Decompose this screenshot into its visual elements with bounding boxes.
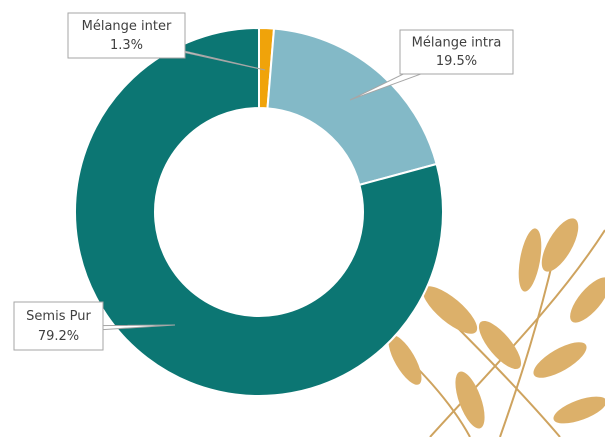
- category-label: Mélange inter: [82, 19, 172, 34]
- value-label: 1.3%: [110, 38, 143, 53]
- value-label: 19.5%: [436, 54, 477, 69]
- category-label: Mélange intra: [412, 36, 502, 51]
- chart: Mélange inter 1.3% Mélange intra 19.5% Semis…: [0, 0, 605, 437]
- value-label: 79.2%: [38, 329, 79, 344]
- category-label: Semis Pur: [26, 309, 91, 324]
